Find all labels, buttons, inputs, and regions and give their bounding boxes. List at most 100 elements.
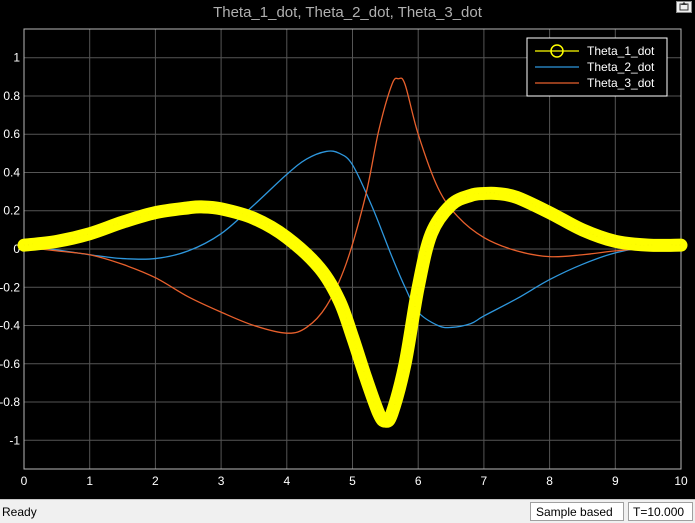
series-2-point bbox=[352, 164, 353, 165]
series-3-point bbox=[378, 130, 379, 131]
series-1-point bbox=[378, 413, 379, 414]
series-3-point bbox=[221, 312, 222, 313]
series-2-point bbox=[286, 174, 287, 175]
y-tick-label: 0.4 bbox=[3, 165, 20, 179]
x-tick-label: 5 bbox=[349, 474, 356, 488]
series-3-point bbox=[582, 254, 583, 255]
series-2-point bbox=[372, 206, 373, 207]
sample-mode-field: Sample based bbox=[530, 502, 624, 521]
series-3-point bbox=[516, 250, 517, 251]
series-1-point bbox=[365, 377, 366, 378]
restore-view-button[interactable] bbox=[676, 1, 692, 13]
x-tick-label: 7 bbox=[481, 474, 488, 488]
series-3-point bbox=[306, 327, 307, 328]
y-tick-label: -1 bbox=[9, 433, 20, 447]
legend-label-1: Theta_1_dot bbox=[587, 44, 655, 58]
series-1-point bbox=[648, 245, 649, 246]
series-1-point bbox=[221, 208, 222, 209]
series-2-point bbox=[221, 233, 222, 234]
series-3-point bbox=[483, 237, 484, 238]
series-1-point bbox=[391, 413, 392, 414]
restore-view-icon bbox=[679, 2, 689, 11]
series-3-point bbox=[404, 84, 405, 85]
series-2-point bbox=[450, 327, 451, 328]
series-2-point bbox=[122, 258, 123, 259]
series-3-point bbox=[155, 277, 156, 278]
y-tick-label: -0.4 bbox=[0, 319, 20, 333]
series-3-point bbox=[398, 78, 399, 79]
series-2-point bbox=[483, 315, 484, 316]
series-3-point bbox=[56, 250, 57, 251]
series-3-point bbox=[286, 333, 287, 334]
plot-title: Theta_1_dot, Theta_2_dot, Theta_3_dot bbox=[213, 4, 482, 21]
series-1-point bbox=[549, 212, 550, 213]
y-tick-label: -0.6 bbox=[0, 357, 20, 371]
status-text: Ready bbox=[2, 505, 37, 519]
series-3-point bbox=[326, 306, 327, 307]
y-tick-label: 0.6 bbox=[3, 127, 20, 141]
x-tick-label: 9 bbox=[612, 474, 619, 488]
series-2-point bbox=[306, 158, 307, 159]
x-tick-label: 1 bbox=[86, 474, 93, 488]
series-2-point bbox=[253, 204, 254, 205]
series-3-point bbox=[345, 264, 346, 265]
series-3-point bbox=[89, 254, 90, 255]
series-2-point bbox=[404, 287, 405, 288]
series-2-point bbox=[188, 250, 189, 251]
series-3-point bbox=[365, 195, 366, 196]
series-3-point bbox=[122, 264, 123, 265]
y-tick-label: 1 bbox=[13, 51, 20, 65]
series-1-point bbox=[680, 245, 681, 246]
x-tick-label: 2 bbox=[152, 474, 159, 488]
series-1-point bbox=[418, 287, 419, 288]
series-1-point bbox=[339, 300, 340, 301]
series-1-point bbox=[201, 206, 202, 207]
series-3-point bbox=[391, 84, 392, 85]
x-tick-label: 8 bbox=[546, 474, 553, 488]
series-2-point bbox=[549, 279, 550, 280]
series-2-line bbox=[23, 150, 682, 329]
series-3-point bbox=[457, 216, 458, 217]
status-bar: Ready Sample based T=10.000 bbox=[0, 499, 695, 523]
x-tick-label: 6 bbox=[415, 474, 422, 488]
y-tick-label: 0 bbox=[13, 242, 20, 256]
series-1-point bbox=[89, 233, 90, 234]
x-tick-label: 3 bbox=[218, 474, 225, 488]
y-tick-label: 0.8 bbox=[3, 89, 20, 103]
series-3-point bbox=[188, 296, 189, 297]
series-2-point bbox=[339, 153, 340, 154]
series-1-point bbox=[450, 204, 451, 205]
x-tick-label: 4 bbox=[283, 474, 290, 488]
x-tick-label: 10 bbox=[674, 474, 688, 488]
series-2-point bbox=[437, 325, 438, 326]
series-3-point bbox=[615, 250, 616, 251]
series-2-point bbox=[615, 252, 616, 253]
x-tick-label: 0 bbox=[21, 474, 28, 488]
y-tick-label: -0.2 bbox=[0, 280, 20, 294]
series-1-point bbox=[286, 237, 287, 238]
series-1-point bbox=[404, 363, 405, 364]
series-3-point bbox=[418, 134, 419, 135]
plot-area[interactable]: 0 1 2 3 4 5 6 7 8 9 10 -1 -0.8 -0.6 -0.4 -0.2 0 0.2 0.4 0.6… bbox=[0, 0, 695, 499]
series-1-point bbox=[23, 245, 24, 246]
series-2-point bbox=[470, 323, 471, 324]
series-2-point bbox=[582, 264, 583, 265]
series-3-line bbox=[23, 77, 682, 334]
series-2-point bbox=[516, 298, 517, 299]
series-1-point bbox=[615, 241, 616, 242]
series-3-point bbox=[253, 325, 254, 326]
series-1-point bbox=[319, 268, 320, 269]
y-tick-label: 0.2 bbox=[3, 204, 20, 218]
series-1-point bbox=[470, 195, 471, 196]
series-1-point bbox=[483, 193, 484, 194]
simulation-time-field: T=10.000 bbox=[628, 502, 693, 521]
series-1-line bbox=[23, 192, 682, 422]
series-3-point bbox=[437, 187, 438, 188]
series-1-point bbox=[516, 197, 517, 198]
series-2-point bbox=[326, 151, 327, 152]
series-1-point bbox=[155, 212, 156, 213]
series-1-point bbox=[352, 336, 353, 337]
series-2-point bbox=[391, 256, 392, 257]
series-2-point bbox=[155, 258, 156, 259]
legend-label-3: Theta_3_dot bbox=[587, 76, 655, 90]
